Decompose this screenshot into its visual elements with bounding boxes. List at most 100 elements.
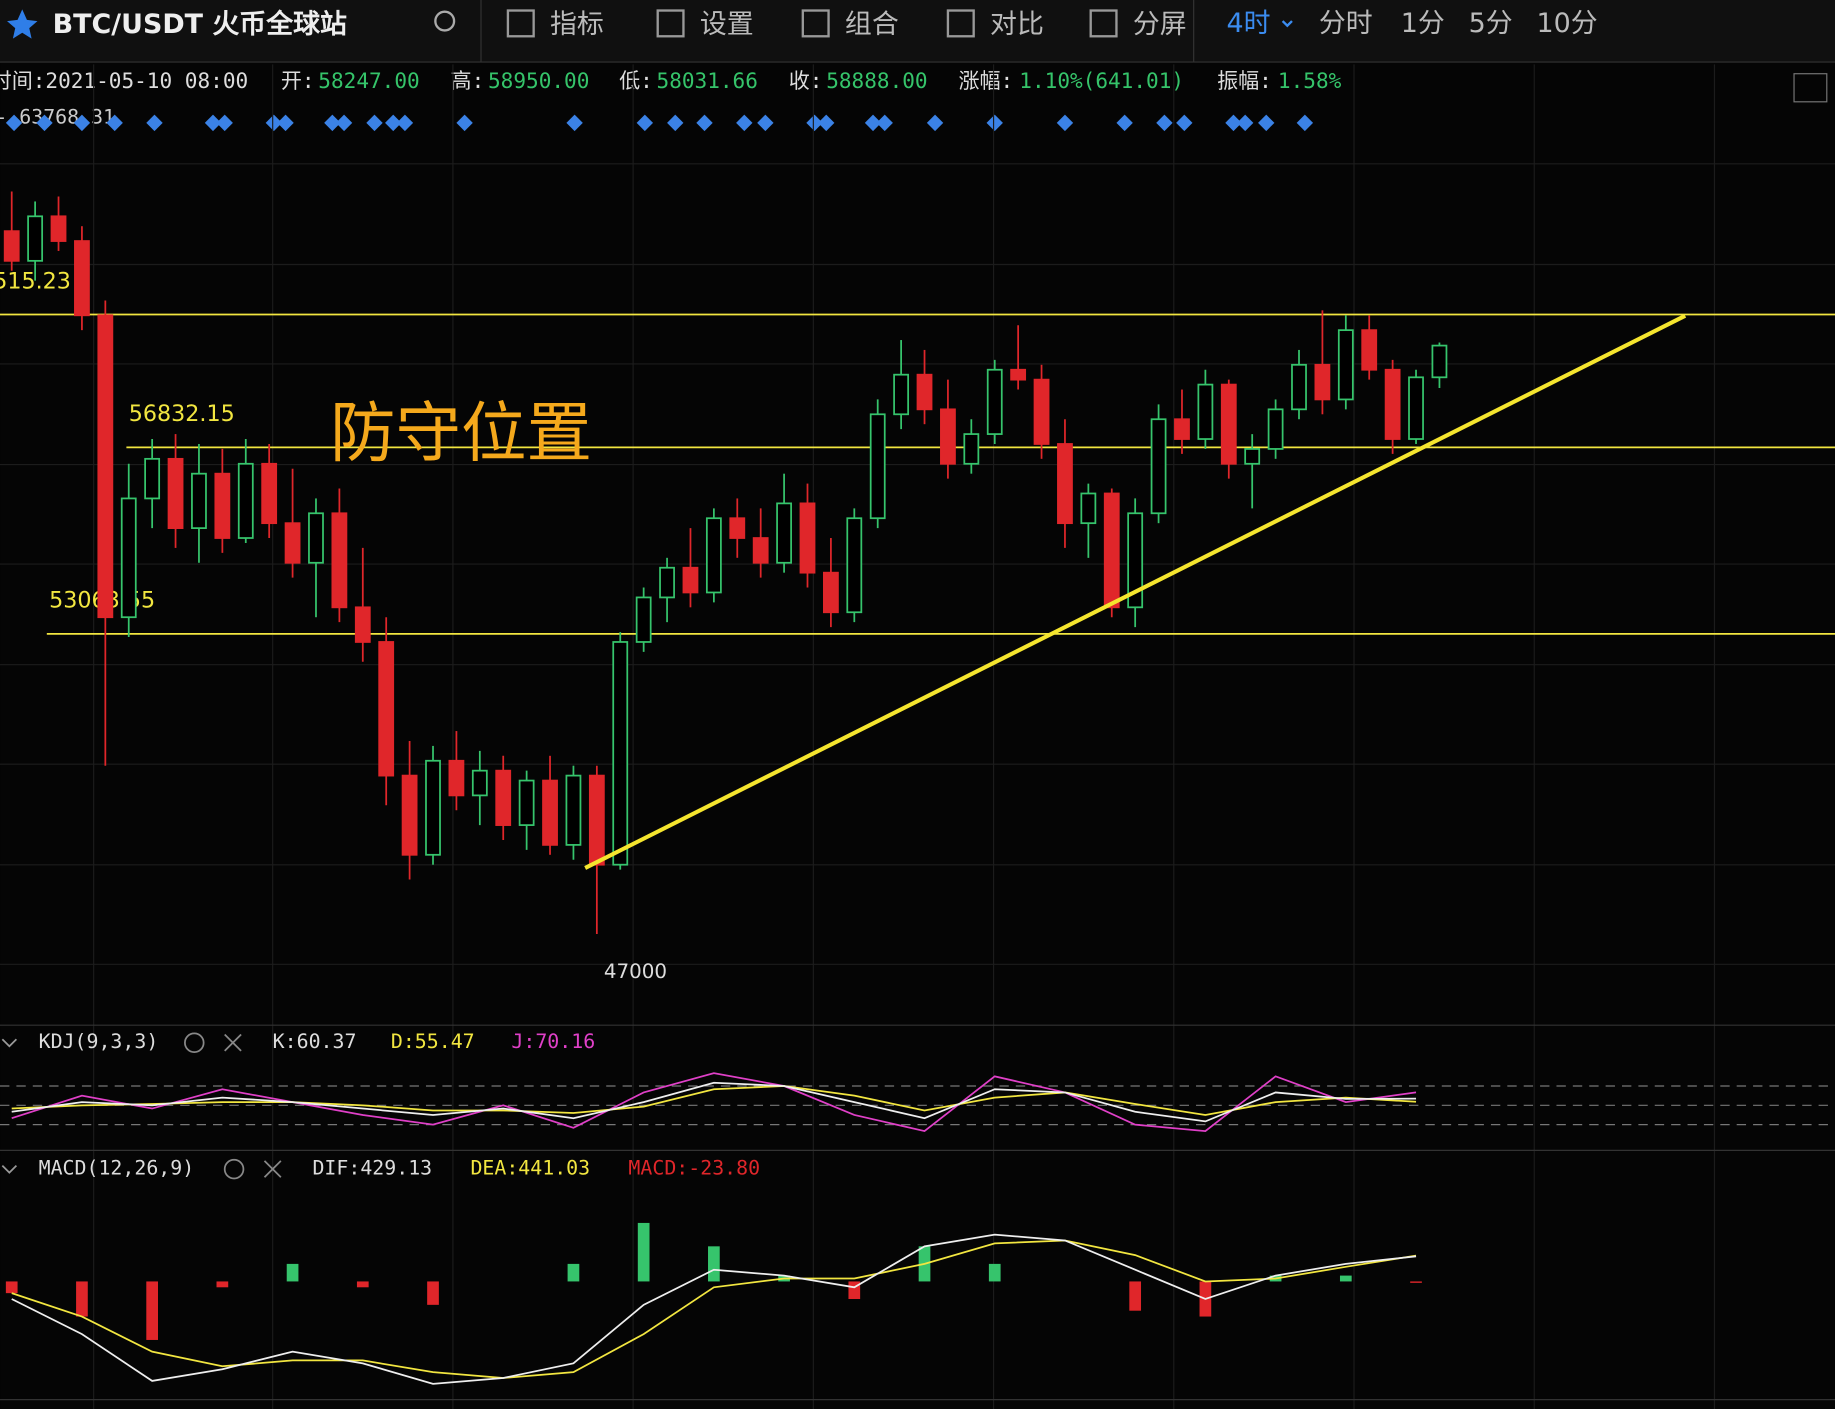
info-field: 开: xyxy=(281,68,315,93)
event-marker[interactable] xyxy=(926,114,944,132)
event-marker[interactable] xyxy=(366,114,383,132)
candle-body xyxy=(542,779,558,846)
settings-icon[interactable] xyxy=(184,1032,205,1053)
macd-bar xyxy=(1410,1281,1422,1283)
event-marker[interactable] xyxy=(5,114,23,132)
event-marker[interactable] xyxy=(204,114,222,132)
candle-body xyxy=(401,774,418,856)
event-marker[interactable] xyxy=(106,114,123,132)
event-marker[interactable] xyxy=(667,114,684,132)
candle-body xyxy=(1384,368,1401,440)
period-tab[interactable]: 1分 xyxy=(1401,8,1445,39)
collapse-icon[interactable] xyxy=(1,1164,18,1174)
indicator-label: K:60.37 xyxy=(273,1030,357,1053)
event-marker[interactable] xyxy=(636,114,654,132)
candle-body xyxy=(471,769,488,797)
event-marker[interactable] xyxy=(806,114,823,132)
panel-toggle[interactable] xyxy=(1793,73,1828,103)
event-marker[interactable] xyxy=(146,114,163,132)
tool-icon[interactable] xyxy=(506,9,535,38)
indicator-label: DIF:429.13 xyxy=(312,1157,432,1180)
macd-bar xyxy=(848,1281,861,1299)
price-level-label: 56832.15 xyxy=(129,401,235,427)
tool-button[interactable]: 组合 xyxy=(845,9,899,40)
tool-icon[interactable] xyxy=(656,9,685,38)
event-marker[interactable] xyxy=(385,114,402,132)
event-marker[interactable] xyxy=(216,114,233,132)
candle-body xyxy=(1057,443,1073,525)
event-marker[interactable] xyxy=(1116,114,1133,132)
indicator-label: DEA:441.03 xyxy=(470,1157,590,1180)
event-marker[interactable] xyxy=(986,114,1003,132)
close-icon[interactable] xyxy=(263,1160,282,1178)
search-icon[interactable] xyxy=(434,10,456,32)
event-marker[interactable] xyxy=(1156,114,1173,132)
candle-body xyxy=(331,512,348,609)
candle-body xyxy=(659,566,675,599)
event-marker[interactable] xyxy=(73,114,91,132)
event-marker[interactable] xyxy=(1056,114,1074,132)
event-marker[interactable] xyxy=(864,114,882,132)
event-marker[interactable] xyxy=(566,114,583,132)
tool-button[interactable]: 指标 xyxy=(550,9,604,40)
info-field: 58031.66 xyxy=(657,68,758,93)
tool-button[interactable]: 对比 xyxy=(990,9,1044,40)
period-tab[interactable]: 分时 xyxy=(1319,8,1373,39)
event-marker[interactable] xyxy=(1225,114,1242,132)
info-field: 涨幅: xyxy=(958,68,1013,93)
event-marker[interactable] xyxy=(1296,114,1314,132)
info-field: 时间:2021-05-10 08:00 xyxy=(0,68,248,93)
macd-bar xyxy=(427,1281,439,1305)
info-field: 58247.00 xyxy=(318,68,419,93)
event-marker[interactable] xyxy=(36,114,53,132)
tool-icon[interactable] xyxy=(1089,9,1118,38)
event-marker[interactable] xyxy=(818,114,835,132)
settings-icon[interactable] xyxy=(223,1158,245,1180)
tool-button[interactable]: 设置 xyxy=(700,9,754,40)
event-marker[interactable] xyxy=(757,114,774,132)
low-marker: 47000 xyxy=(604,960,667,983)
candle-body xyxy=(3,230,20,262)
info-field: 收: xyxy=(789,68,823,93)
candle-body xyxy=(588,774,605,866)
event-marker[interactable] xyxy=(456,114,473,132)
period-tab[interactable]: 4时 xyxy=(1226,8,1270,39)
candle-body xyxy=(261,462,278,525)
event-marker[interactable] xyxy=(696,114,713,132)
collapse-icon[interactable] xyxy=(1,1038,18,1048)
macd-bar xyxy=(76,1281,88,1317)
macd-bar xyxy=(1129,1281,1142,1311)
candle-body xyxy=(1361,329,1378,371)
candle-body xyxy=(214,472,231,539)
indicator-label: MACD(12,26,9) xyxy=(39,1157,195,1180)
candle-body xyxy=(682,566,699,594)
event-marker[interactable] xyxy=(736,114,753,132)
symbol-title[interactable]: BTC/USDT 火币全球站 xyxy=(53,8,347,40)
star-icon[interactable] xyxy=(7,9,38,39)
candle-body xyxy=(448,759,465,797)
event-marker[interactable] xyxy=(1258,114,1275,132)
candle-body xyxy=(846,517,863,614)
candle-body xyxy=(120,497,137,619)
candle-body xyxy=(916,373,933,411)
candle-body xyxy=(1220,383,1237,465)
event-marker[interactable] xyxy=(876,114,893,132)
dropdown-caret[interactable] xyxy=(1281,20,1293,28)
event-marker[interactable] xyxy=(1236,114,1254,132)
macd-bar xyxy=(708,1246,720,1282)
info-field: 1.10%(641.01) xyxy=(1019,68,1184,93)
event-marker[interactable] xyxy=(324,114,341,132)
close-icon[interactable] xyxy=(224,1033,242,1052)
candle-body xyxy=(986,368,1003,435)
event-marker[interactable] xyxy=(1176,114,1193,132)
candle-body xyxy=(1127,512,1144,609)
candle-body xyxy=(167,457,184,530)
candle-body xyxy=(823,571,839,614)
period-tab[interactable]: 5分 xyxy=(1469,8,1513,39)
period-tab[interactable]: 10分 xyxy=(1537,8,1598,39)
event-marker[interactable] xyxy=(277,114,294,132)
tool-icon[interactable] xyxy=(946,9,975,38)
tool-icon[interactable] xyxy=(801,9,830,38)
tool-button[interactable]: 分屏 xyxy=(1133,9,1187,40)
candle-body xyxy=(191,472,207,530)
